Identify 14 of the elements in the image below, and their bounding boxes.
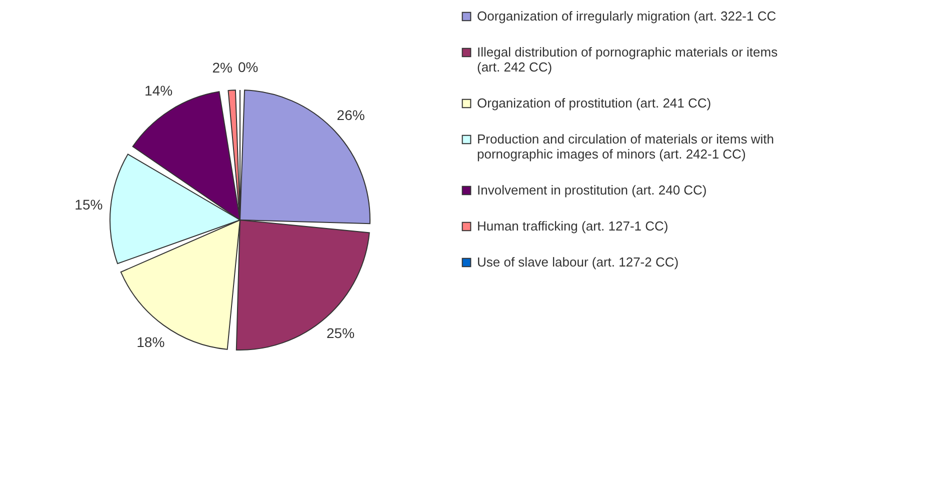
data-label: 2%	[212, 59, 232, 76]
data-label: 25%	[326, 325, 355, 342]
legend-label: Involvement in prostitution (art. 240 CC)	[477, 182, 707, 198]
legend-label: Human trafficking (art. 127-1 CC)	[477, 218, 668, 234]
legend-label: Use of slave labour (art. 127-2 CC)	[477, 254, 679, 270]
legend-label: Oorganization of irregularly migration (art. 322-1 CC	[477, 8, 776, 24]
legend-label: Organization of prostitution (art. 241 CC)	[477, 96, 712, 110]
legend-label: Illegal distribution of pornographic materials or items (art. 242 CC)	[477, 44, 778, 74]
data-label: 14%	[144, 82, 173, 99]
legend-label: Production and circulation of materials or items with pornographic images of minors (art. 242-1 CC)	[477, 132, 774, 162]
data-label: 15%	[74, 196, 103, 213]
text: 0%	[238, 59, 258, 75]
data-label: 26%	[336, 106, 365, 123]
data-label: 18%	[136, 334, 165, 350]
